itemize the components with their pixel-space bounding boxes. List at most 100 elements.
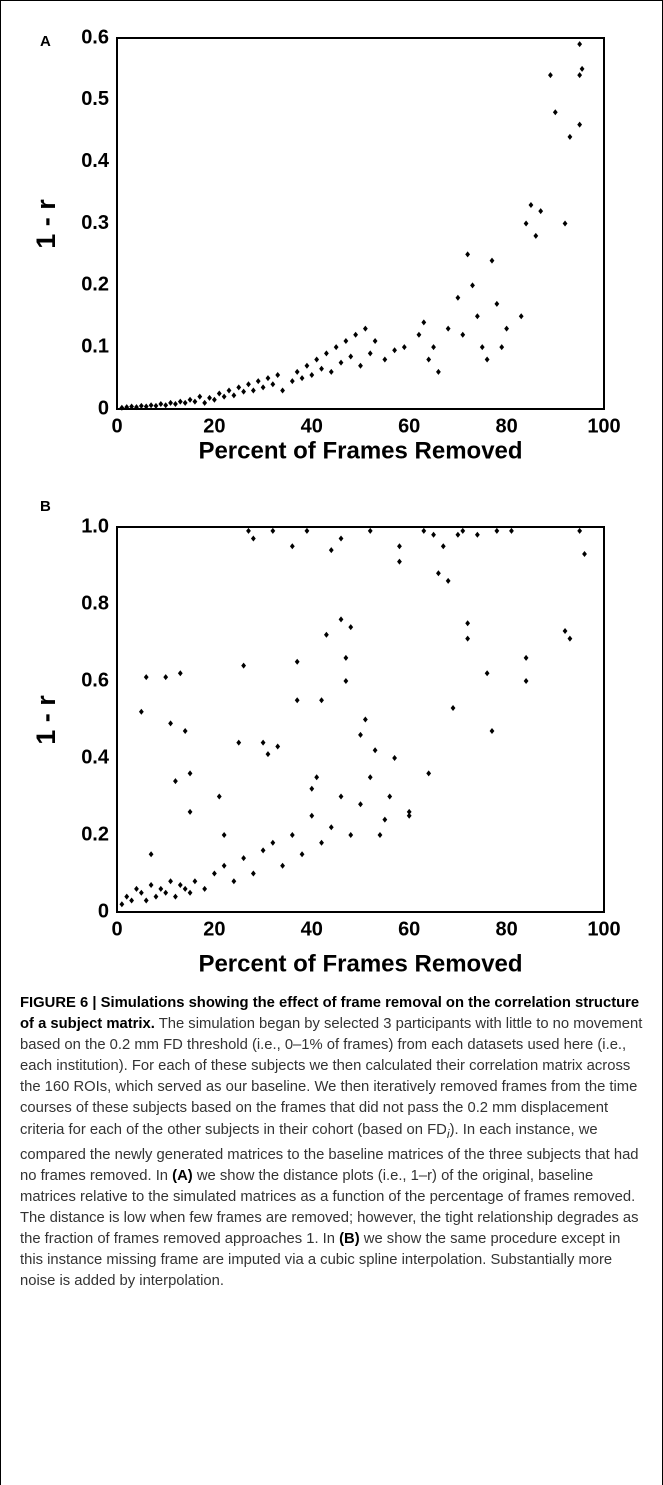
data-point [523, 678, 529, 684]
data-point [134, 404, 139, 411]
data-point [499, 344, 505, 351]
y-tick-label: 0.6 [81, 26, 109, 48]
data-point [577, 72, 583, 79]
y-tick-label: 0.2 [81, 274, 109, 296]
x-tick-label: 100 [587, 415, 620, 437]
data-point [343, 678, 349, 684]
data-point [231, 878, 237, 885]
caption-text: The simulation began by selected 3 parti… [20, 1016, 643, 1138]
data-point [577, 527, 583, 534]
y-tick-label: 0 [98, 397, 109, 419]
data-point [163, 402, 169, 409]
caption-text: we show the distance plots (i.e., 1–r) o… [20, 1167, 639, 1247]
data-point [343, 337, 349, 344]
data-point [134, 885, 139, 892]
data-point [538, 208, 544, 215]
data-point [265, 375, 271, 382]
y-tick-label: 0.3 [81, 212, 109, 234]
data-point [294, 368, 300, 375]
data-point [533, 232, 539, 239]
data-point [348, 832, 354, 838]
data-point [299, 375, 305, 382]
data-point [474, 531, 480, 538]
data-point [221, 393, 227, 400]
data-point [367, 774, 373, 781]
data-point [119, 901, 125, 908]
data-point [275, 371, 281, 378]
data-point [197, 393, 203, 400]
data-point [577, 121, 583, 128]
data-point [275, 743, 281, 750]
data-point [518, 313, 524, 320]
data-point [294, 697, 300, 704]
data-point [474, 313, 480, 320]
data-point [129, 897, 135, 904]
data-point [250, 535, 256, 542]
data-point [163, 889, 169, 896]
data-point [387, 793, 393, 800]
data-point [426, 356, 432, 363]
data-point [182, 728, 188, 735]
y-tick-label: 0.4 [81, 746, 110, 768]
data-point [212, 870, 217, 877]
data-point [319, 697, 324, 704]
data-point [187, 770, 193, 777]
data-point [148, 882, 154, 889]
data-point [236, 384, 242, 391]
data-point [416, 331, 422, 338]
data-point [294, 658, 300, 665]
data-point [202, 399, 208, 406]
data-point [299, 851, 305, 858]
data-point [445, 577, 451, 584]
data-point [470, 282, 475, 289]
data-point [280, 387, 285, 394]
data-point [241, 388, 247, 395]
y-axis-title: 1 - r [31, 695, 61, 745]
data-point [450, 704, 456, 711]
x-tick-label: 0 [111, 918, 122, 940]
data-point [304, 362, 310, 369]
data-point [250, 387, 256, 394]
data-point [382, 816, 388, 823]
data-point [124, 404, 130, 411]
data-point [177, 398, 183, 405]
caption-ref: (B) [339, 1230, 360, 1247]
data-point [143, 897, 149, 904]
x-axis-title: Percent of Frames Removed [198, 437, 522, 464]
data-point [328, 547, 334, 554]
data-point [177, 882, 183, 889]
data-point [187, 889, 193, 896]
data-point [353, 331, 359, 338]
data-point [168, 878, 173, 885]
data-point [460, 527, 466, 534]
data-point [401, 344, 407, 351]
data-point [260, 739, 266, 746]
data-point [406, 808, 412, 815]
data-point [246, 381, 251, 388]
data-point [324, 631, 329, 638]
data-point [562, 627, 568, 634]
x-axis-title: Percent of Frames Removed [198, 950, 522, 977]
y-tick-label: 0.5 [81, 88, 109, 110]
data-point [270, 839, 276, 846]
data-point [465, 620, 471, 627]
data-point [528, 201, 534, 208]
data-point [392, 347, 397, 354]
data-point [221, 832, 227, 838]
data-point [504, 325, 509, 332]
y-tick-label: 1.0 [81, 515, 109, 537]
data-point [182, 399, 188, 406]
data-point [173, 401, 178, 408]
data-point [348, 624, 354, 631]
data-point [304, 527, 310, 534]
data-point [377, 832, 383, 838]
caption-text: ). In each instance, we compared the new… [20, 1121, 639, 1184]
data-point [397, 558, 402, 565]
plot-frame [116, 37, 605, 410]
data-point [168, 399, 173, 406]
x-tick-label: 80 [495, 415, 517, 437]
data-point [397, 543, 402, 550]
data-point [246, 527, 251, 534]
data-point [138, 889, 144, 896]
